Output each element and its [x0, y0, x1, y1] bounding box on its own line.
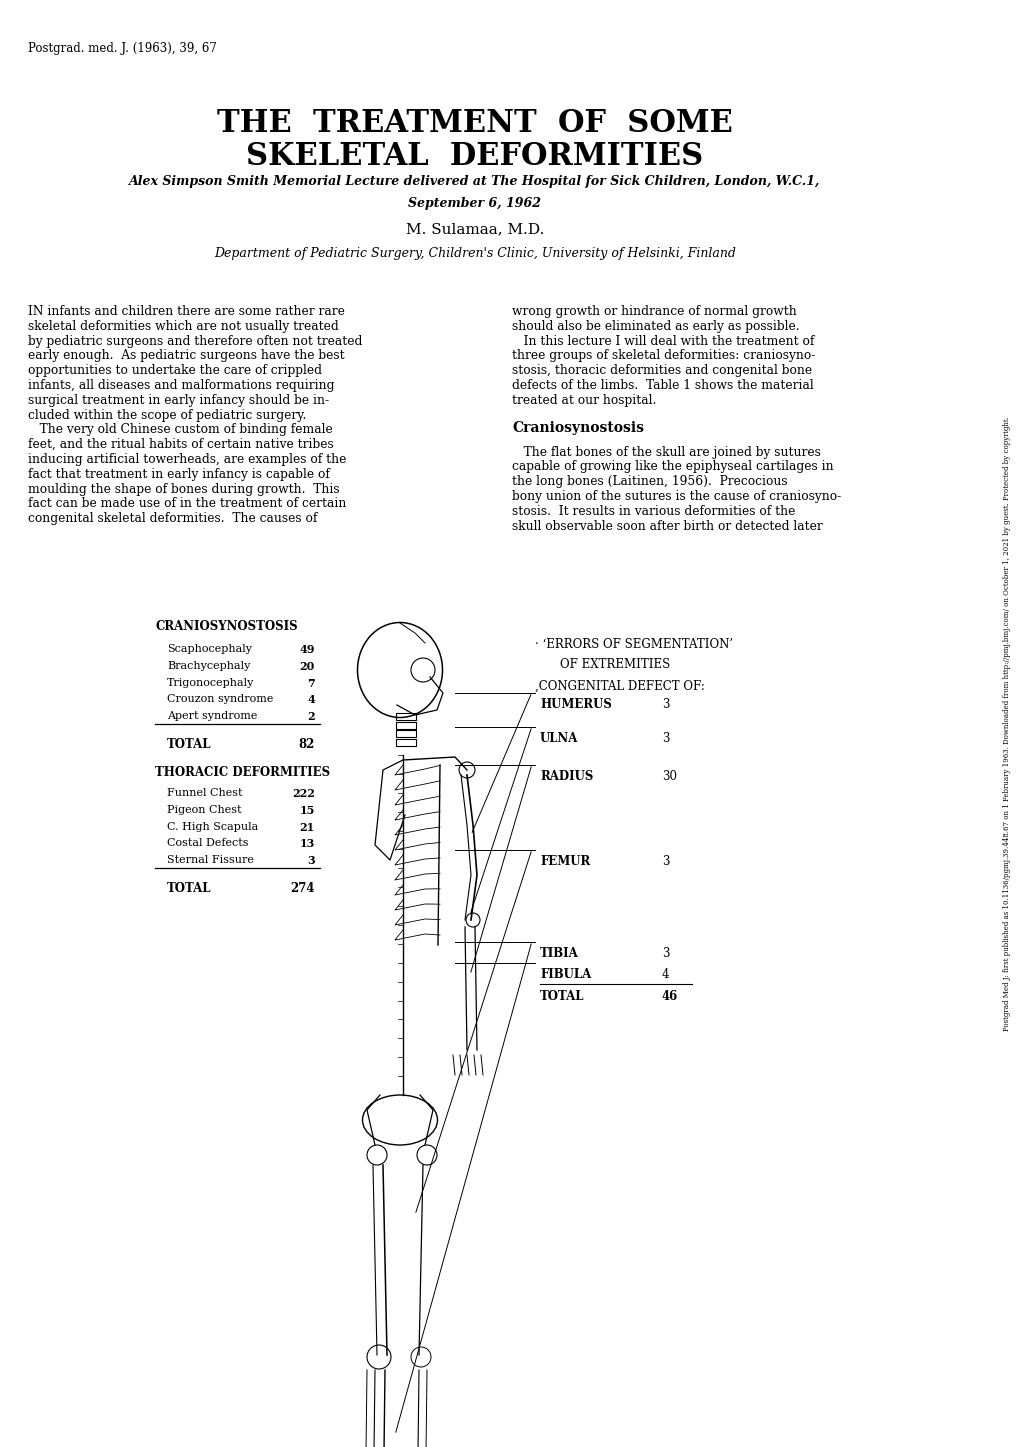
Text: 3: 3 [661, 855, 668, 868]
Text: ULNA: ULNA [539, 732, 578, 745]
Text: fact that treatment in early infancy is capable of: fact that treatment in early infancy is … [28, 467, 329, 480]
Text: TOTAL: TOTAL [167, 738, 211, 751]
Text: · ‘ERRORS OF SEGMENTATION’: · ‘ERRORS OF SEGMENTATION’ [535, 638, 733, 651]
Text: 222: 222 [291, 789, 315, 799]
Text: 13: 13 [300, 838, 315, 849]
Text: 82: 82 [299, 738, 315, 751]
Text: treated at our hospital.: treated at our hospital. [512, 394, 656, 407]
Text: 4: 4 [661, 968, 668, 981]
Text: opportunities to undertake the care of crippled: opportunities to undertake the care of c… [28, 365, 322, 378]
Text: early enough.  As pediatric surgeons have the best: early enough. As pediatric surgeons have… [28, 349, 344, 362]
Text: TOTAL: TOTAL [539, 990, 584, 1003]
Text: Apert syndrome: Apert syndrome [167, 710, 257, 721]
Text: FIBULA: FIBULA [539, 968, 591, 981]
Text: TOTAL: TOTAL [167, 883, 211, 896]
Text: fact can be made use of in the treatment of certain: fact can be made use of in the treatment… [28, 498, 346, 511]
Text: September 6, 1962: September 6, 1962 [408, 197, 541, 210]
Text: stosis.  It results in various deformities of the: stosis. It results in various deformitie… [512, 505, 795, 518]
Text: moulding the shape of bones during growth.  This: moulding the shape of bones during growt… [28, 483, 339, 496]
Text: Postgrad Med J: first published as 10.1136/pgmj.39.448.67 on 1 February 1963. Do: Postgrad Med J: first published as 10.11… [1002, 417, 1010, 1030]
Text: bony union of the sutures is the cause of craniosyno-: bony union of the sutures is the cause o… [512, 491, 841, 504]
Text: defects of the limbs.  Table 1 shows the material: defects of the limbs. Table 1 shows the … [512, 379, 813, 392]
Text: C. High Scapula: C. High Scapula [167, 822, 258, 832]
Text: RADIUS: RADIUS [539, 770, 593, 783]
Text: Crouzon syndrome: Crouzon syndrome [167, 695, 273, 705]
Text: The very old Chinese custom of binding female: The very old Chinese custom of binding f… [28, 424, 332, 437]
Text: inducing artificial towerheads, are examples of the: inducing artificial towerheads, are exam… [28, 453, 346, 466]
Text: 20: 20 [300, 661, 315, 671]
Text: Scaphocephaly: Scaphocephaly [167, 644, 252, 654]
Text: ,CONGENITAL DEFECT OF:: ,CONGENITAL DEFECT OF: [535, 680, 704, 693]
Text: Sternal Fissure: Sternal Fissure [167, 855, 254, 865]
Text: skeletal deformities which are not usually treated: skeletal deformities which are not usual… [28, 320, 338, 333]
Text: Brachycephaly: Brachycephaly [167, 661, 250, 671]
Text: 21: 21 [300, 822, 315, 832]
Text: the long bones (Laitinen, 1956).  Precocious: the long bones (Laitinen, 1956). Precoci… [512, 475, 787, 488]
Text: 4: 4 [307, 695, 315, 705]
Text: 2: 2 [307, 710, 315, 722]
Text: capable of growing like the epiphyseal cartilages in: capable of growing like the epiphyseal c… [512, 460, 833, 473]
Text: THORACIC DEFORMITIES: THORACIC DEFORMITIES [155, 765, 330, 778]
Text: 30: 30 [661, 770, 677, 783]
Text: Postgrad. med. J. (1963), 39, 67: Postgrad. med. J. (1963), 39, 67 [28, 42, 217, 55]
Text: TIBIA: TIBIA [539, 946, 578, 959]
Text: Trigonocephaly: Trigonocephaly [167, 677, 254, 687]
Text: should also be eliminated as early as possible.: should also be eliminated as early as po… [512, 320, 799, 333]
Text: stosis, thoracic deformities and congenital bone: stosis, thoracic deformities and congeni… [512, 365, 811, 378]
Text: infants, all diseases and malformations requiring: infants, all diseases and malformations … [28, 379, 334, 392]
Text: M. Sulamaa, M.D.: M. Sulamaa, M.D. [406, 221, 544, 236]
Text: feet, and the ritual habits of certain native tribes: feet, and the ritual habits of certain n… [28, 438, 333, 451]
Text: IN infants and children there are some rather rare: IN infants and children there are some r… [28, 305, 344, 318]
Text: 3: 3 [661, 732, 668, 745]
Text: 3: 3 [661, 697, 668, 710]
Text: 46: 46 [661, 990, 678, 1003]
Text: THE  TREATMENT  OF  SOME: THE TREATMENT OF SOME [217, 109, 733, 139]
Text: wrong growth or hindrance of normal growth: wrong growth or hindrance of normal grow… [512, 305, 796, 318]
Text: 49: 49 [300, 644, 315, 655]
Text: surgical treatment in early infancy should be in-: surgical treatment in early infancy shou… [28, 394, 329, 407]
Text: Costal Defects: Costal Defects [167, 838, 249, 848]
Text: 3: 3 [307, 855, 315, 867]
Text: Department of Pediatric Surgery, Children's Clinic, University of Helsinki, Finl: Department of Pediatric Surgery, Childre… [214, 247, 736, 260]
Text: by pediatric surgeons and therefore often not treated: by pediatric surgeons and therefore ofte… [28, 334, 362, 347]
Text: Alex Simpson Smith Memorial Lecture delivered at The Hospital for Sick Children,: Alex Simpson Smith Memorial Lecture deli… [129, 175, 820, 188]
Text: The flat bones of the skull are joined by sutures: The flat bones of the skull are joined b… [512, 446, 820, 459]
Text: 3: 3 [661, 946, 668, 959]
Text: HUMERUS: HUMERUS [539, 697, 611, 710]
Text: 274: 274 [290, 883, 315, 896]
Text: cluded within the scope of pediatric surgery.: cluded within the scope of pediatric sur… [28, 408, 306, 421]
Text: FEMUR: FEMUR [539, 855, 590, 868]
Text: Craniosynostosis: Craniosynostosis [512, 421, 643, 434]
Text: Pigeon Chest: Pigeon Chest [167, 805, 242, 815]
Text: In this lecture I will deal with the treatment of: In this lecture I will deal with the tre… [512, 334, 813, 347]
Text: three groups of skeletal deformities: craniosyno-: three groups of skeletal deformities: cr… [512, 349, 814, 362]
Text: skull observable soon after birth or detected later: skull observable soon after birth or det… [512, 519, 822, 532]
Text: CRANIOSYNOSTOSIS: CRANIOSYNOSTOSIS [155, 619, 298, 632]
Text: OF EXTREMITIES: OF EXTREMITIES [559, 658, 669, 671]
Text: 7: 7 [307, 677, 315, 689]
Text: SKELETAL  DEFORMITIES: SKELETAL DEFORMITIES [247, 140, 703, 172]
Text: Funnel Chest: Funnel Chest [167, 789, 243, 797]
Text: 15: 15 [300, 805, 315, 816]
Text: congenital skeletal deformities.  The causes of: congenital skeletal deformities. The cau… [28, 512, 317, 525]
